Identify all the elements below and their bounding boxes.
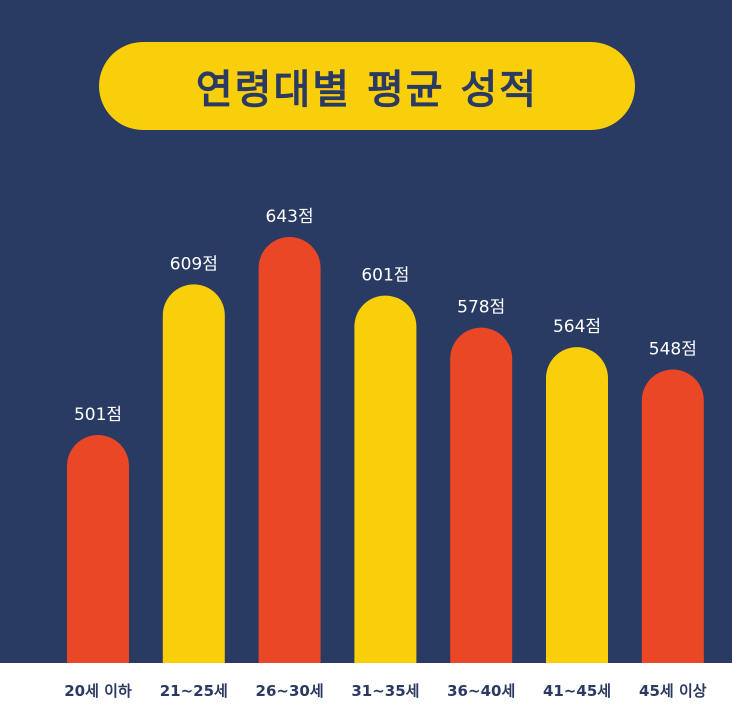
title-banner: 연령대별 평균 성적 — [99, 42, 635, 130]
category-label: 20세 이하 — [64, 682, 132, 700]
bar-1 — [67, 435, 129, 663]
category-label: 36~40세 — [447, 682, 515, 700]
bar-7 — [641, 369, 704, 663]
value-label: 501점 — [74, 405, 122, 425]
value-label: 578점 — [457, 298, 505, 318]
bar-5 — [450, 327, 513, 663]
category-label: 21~25세 — [160, 682, 228, 700]
value-label: 564점 — [553, 317, 601, 337]
bar-6 — [546, 347, 608, 663]
value-label: 601점 — [361, 266, 409, 286]
category-label: 45세 이상 — [639, 682, 707, 700]
bar-3 — [258, 236, 321, 663]
chart-title: 연령대별 평균 성적 — [195, 67, 539, 113]
value-label: 609점 — [170, 254, 218, 274]
bar-4 — [354, 295, 417, 663]
category-label: 31~35세 — [351, 682, 419, 700]
category-label: 26~30세 — [256, 682, 324, 700]
value-label: 643점 — [266, 207, 314, 227]
category-label: 41~45세 — [543, 682, 611, 700]
value-label: 548점 — [649, 339, 697, 359]
bar-2 — [162, 284, 225, 663]
